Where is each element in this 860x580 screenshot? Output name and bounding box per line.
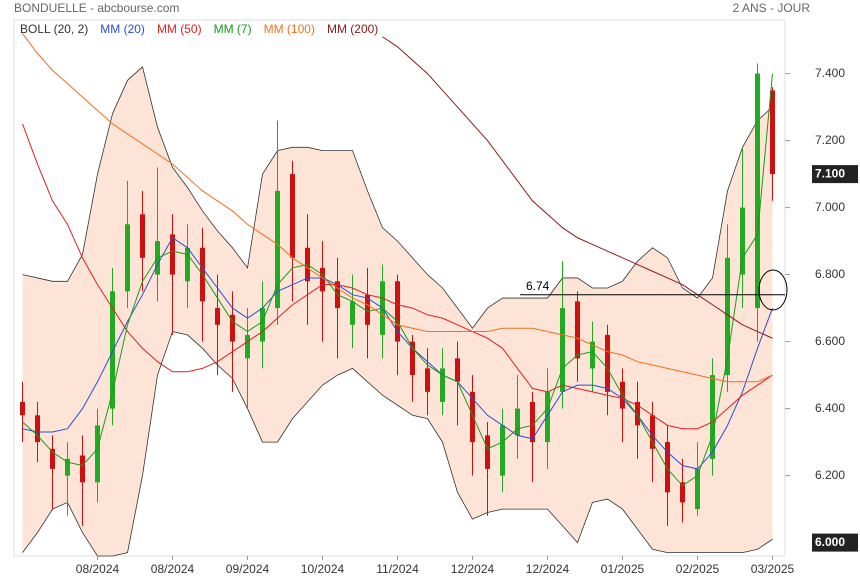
candle-body [440,368,445,402]
legend-entry: BOLL (20, 2) [20,22,88,36]
candle-body [470,391,475,443]
candle-body [290,174,295,258]
x-tick-label: 03/2025 [751,562,795,576]
x-tick-label: 02/2025 [676,562,720,576]
ma-line [22,237,773,470]
candle-body [35,415,40,443]
reference-label: 6.74 [526,279,550,293]
candle-body [410,341,415,376]
candle-body [455,358,460,382]
candle-body [560,308,565,392]
candle-body [590,341,595,369]
highlight-circle [758,269,788,311]
candle-body [695,468,700,510]
candle-body [320,267,325,292]
x-tick-label: 12/2024 [451,562,495,576]
candle-body [140,214,145,258]
candle-body [515,408,520,436]
candle-body [680,482,685,503]
candle-body [740,207,745,275]
candle-body [395,281,400,342]
y-tick-label: 6.200 [815,468,845,482]
legend-entry: MM (50) [157,22,202,36]
band-upper [22,66,773,329]
y-tick-label: 6.800 [815,267,845,281]
candle-body [245,334,250,359]
candle-body [770,90,775,175]
price-marker-label: 7.100 [815,166,845,180]
candle-body [50,448,55,469]
price-marker [812,165,858,184]
candle-body [485,435,490,469]
candle-body [125,224,130,292]
candle-body [575,301,580,359]
candle-body [710,375,715,459]
candle-body [605,334,610,392]
x-tick-label: 11/2024 [376,562,419,576]
candle-body [80,455,85,483]
band-lower [22,331,773,557]
candle-body [275,190,280,309]
candle-body [365,294,370,325]
candle-body [425,368,430,392]
candle-body [215,308,220,325]
y-tick-label: 7.000 [815,200,845,214]
legend-entry: MM (100) [264,22,315,36]
candle-body [230,314,235,342]
y-tick-label: 6.600 [815,334,845,348]
candle-body [500,425,505,476]
price-marker-label: 6.000 [815,535,845,549]
candle-body [545,391,550,443]
candle-body [260,308,265,342]
candle-body [95,425,100,483]
candle-body [650,415,655,449]
price-marker [812,533,858,552]
candle-body [755,73,760,309]
candle-body [20,401,25,416]
x-tick-label: 08/2024 [151,562,195,576]
candle-body [170,234,175,275]
candle-body [185,247,190,282]
x-tick-label: 10/2024 [301,562,345,576]
x-tick-label: 12/2024 [526,562,570,576]
plot-frame [13,19,786,557]
y-tick-label: 6.400 [815,401,845,415]
x-tick-label: 08/2024 [76,562,120,576]
x-tick-label: 01/2025 [601,562,645,576]
ma-line [22,33,773,383]
candle-body [665,442,670,493]
candle-body [65,458,70,476]
candle-body [635,401,640,426]
candle-body [110,291,115,409]
chart-title: BONDUELLE - abcbourse.com [14,1,179,15]
legend-entry: MM (7) [214,22,252,36]
candle-body [530,401,535,443]
chart-subtitle: 2 ANS - JOUR [733,1,811,15]
legend-entry: MM (20) [100,22,145,36]
candle-body [350,301,355,325]
x-tick-label: 09/2024 [226,562,270,576]
ma-line [22,123,773,430]
y-tick-label: 7.200 [815,133,845,147]
y-tick-label: 7.400 [815,66,845,80]
candle-body [725,257,730,376]
ma-line [382,36,773,339]
legend-entry: MM (200) [327,22,378,36]
ma-line [22,73,773,487]
